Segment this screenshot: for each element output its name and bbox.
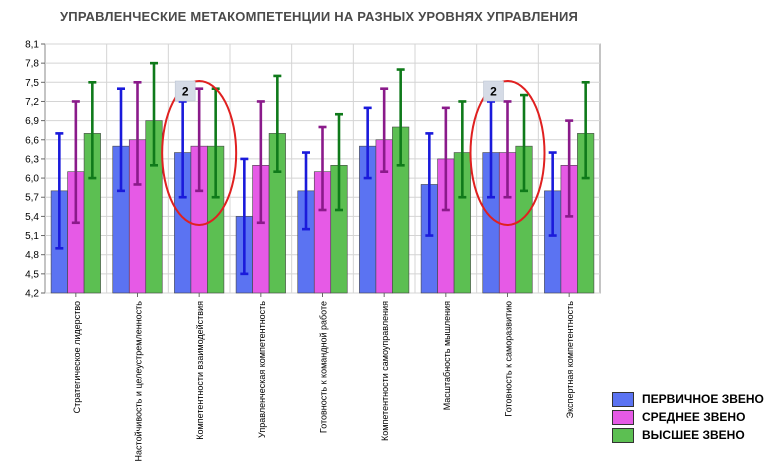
x-tick-label: Готовность к саморазвитию — [504, 301, 514, 417]
x-tick-label: Компетентности самоуправления — [380, 301, 390, 441]
legend-label-middle: СРЕДНЕЕ ЗВЕНО — [642, 410, 746, 424]
legend-label-senior: ВЫСШЕЕ ЗВЕНО — [642, 428, 745, 442]
y-tick-label: 5,7 — [25, 193, 39, 204]
x-tick-label: Стратегическое лидерство — [72, 301, 82, 413]
x-tick-label: Масштабность мышления — [442, 301, 452, 410]
y-tick-label: 6,3 — [25, 154, 39, 165]
y-tick-label: 4,2 — [25, 289, 39, 300]
axis-layer: 4,2 4,5 4,8 5,1 5,4 5,7 6,0 6,3 6,6 6,9 7,2 7,5 7,8 8… — [25, 40, 575, 462]
highlight-ellipse — [161, 80, 238, 226]
y-tick-label: 7,8 — [25, 59, 39, 70]
error-bar-layer — [55, 61, 590, 276]
y-tick-label: 4,5 — [25, 269, 39, 280]
y-tick-label: 7,5 — [25, 78, 39, 89]
y-tick-label: 8,1 — [25, 40, 39, 51]
annotation-label: 2 — [490, 85, 497, 99]
y-tick-label: 6,9 — [25, 116, 39, 127]
y-tick-label: 5,1 — [25, 231, 39, 242]
highlight-ellipse — [469, 80, 546, 226]
x-tick-label: Экспертная компетентность — [565, 301, 575, 419]
legend-item-primary: ПЕРВИЧНОЕ ЗВЕНО — [612, 391, 780, 409]
x-tick-label: Компетентности взаимодействия — [195, 301, 205, 440]
x-tick-label: Настойчивость и целеустремленность — [134, 301, 144, 462]
y-tick-label: 4,8 — [25, 250, 39, 261]
annotation-box — [483, 80, 504, 102]
legend-item-middle: СРЕДНЕЕ ЗВЕНО — [612, 409, 780, 427]
legend-swatch-middle — [612, 410, 634, 425]
legend-label-primary: ПЕРВИЧНОЕ ЗВЕНО — [642, 392, 764, 406]
annotation-box — [174, 80, 196, 102]
legend-swatch-senior — [612, 428, 634, 443]
chart-title: УПРАВЛЕНЧЕСКИЕ МЕТАКОМПЕТЕНЦИИ НА РАЗНЫХ… — [60, 9, 579, 24]
x-tick-label: Готовность к командной работе — [319, 301, 329, 433]
y-tick-label: 6,6 — [25, 135, 39, 146]
y-tick-label: 7,2 — [25, 97, 39, 108]
legend-item-senior: ВЫСШЕЕ ЗВЕНО — [612, 427, 780, 445]
y-tick-label: 5,4 — [25, 212, 39, 223]
bar-layer — [50, 120, 595, 294]
legend-swatch-primary — [612, 392, 634, 407]
annotation-label: 2 — [182, 85, 189, 99]
y-tick-label: 6,0 — [25, 174, 39, 185]
x-tick-label: Управленческая компетентность — [257, 301, 267, 438]
